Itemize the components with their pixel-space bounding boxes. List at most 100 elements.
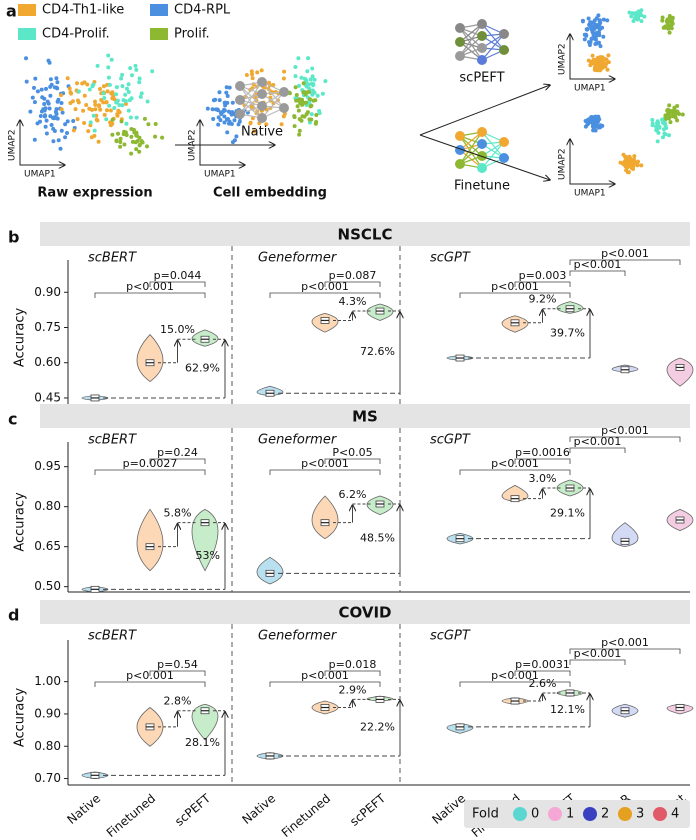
umap-point: [292, 115, 297, 120]
row-title: COVID: [339, 604, 392, 622]
umap-point: [626, 163, 630, 168]
umap-point: [24, 56, 28, 61]
umap-point: [140, 140, 145, 145]
umap-point: [105, 89, 110, 94]
comparison-bracket: [269, 292, 381, 298]
legend-label: CD4-RPL: [174, 3, 231, 18]
umap-point: [297, 83, 301, 88]
network-node: [499, 45, 509, 55]
umap-point: [250, 76, 255, 81]
umap-point: [634, 161, 639, 166]
umap-point: [49, 82, 54, 87]
gain-label: 12.1%: [550, 703, 585, 716]
umap-point: [134, 67, 139, 72]
y-axis-label: Accuracy: [13, 688, 28, 748]
comparison-bracket: [269, 681, 381, 687]
umap-point: [82, 93, 87, 98]
umap-caption: Cell embedding: [213, 186, 327, 201]
umap-point: [224, 90, 229, 95]
umap-point: [300, 114, 305, 119]
umap-point: [605, 67, 610, 72]
umap-point: [309, 103, 314, 108]
umap-point: [665, 108, 670, 113]
umap-caption: Raw expression: [37, 186, 152, 201]
umap-point: [675, 109, 680, 114]
umap-y-label: UMAP2: [8, 129, 18, 161]
umap-point: [32, 85, 36, 90]
umap-point: [264, 122, 269, 127]
umap-point: [601, 34, 606, 39]
network-edge: [481, 131, 505, 159]
umap-point: [40, 95, 45, 100]
comparison-bracket: [514, 670, 571, 676]
umap-point: [65, 76, 70, 81]
fold-label: 3: [636, 807, 644, 822]
umap-point: [54, 107, 59, 112]
umap-point: [593, 115, 598, 120]
fold-swatch: [548, 807, 562, 821]
network-node: [455, 51, 465, 61]
umap-point: [221, 109, 225, 114]
umap-point: [69, 91, 74, 96]
umap-point: [639, 8, 644, 13]
umap-point: [98, 87, 102, 91]
umap-point: [119, 76, 124, 81]
umap-point: [590, 20, 595, 25]
umap-point: [51, 115, 55, 120]
umap-point: [71, 128, 76, 133]
violin: [191, 703, 219, 741]
umap-point: [85, 82, 90, 87]
umap-point: [211, 117, 216, 121]
umap-point: [93, 99, 97, 104]
umap-point: [304, 100, 308, 105]
umap-point: [587, 43, 592, 47]
umap-point: [127, 98, 132, 103]
umap-point: [102, 96, 107, 100]
fold-legend-box: [464, 800, 690, 828]
umap-point: [225, 130, 230, 135]
umap-point: [44, 118, 49, 123]
umap-point: [310, 91, 315, 96]
umap-point: [54, 76, 59, 81]
umap-axis: [20, 120, 65, 165]
umap-point: [228, 110, 233, 115]
umap-point: [59, 107, 64, 112]
umap-point: [589, 36, 594, 41]
umap-point: [47, 106, 52, 111]
model-name: scGPT: [430, 629, 471, 644]
umap-point: [314, 113, 319, 117]
y-axis-label: Accuracy: [13, 492, 28, 552]
umap-point: [601, 17, 606, 22]
umap-point: [293, 85, 298, 90]
umap-point: [88, 123, 93, 128]
umap-point: [54, 85, 59, 90]
umap-point: [230, 100, 235, 105]
umap-point: [55, 99, 60, 104]
umap-point: [89, 135, 94, 140]
model-name: scBERT: [88, 433, 137, 448]
umap-point: [295, 104, 300, 109]
umap-point: [110, 117, 115, 122]
y-tick-label: 0.80: [34, 739, 61, 753]
umap-point: [109, 57, 114, 62]
comparison-bracket: [459, 469, 571, 475]
umap-point: [49, 123, 54, 127]
umap-point: [114, 139, 119, 144]
row-title: MS: [352, 408, 378, 426]
umap-point: [114, 100, 119, 105]
fold-swatch: [583, 807, 597, 821]
umap-point: [71, 119, 76, 123]
umap-point: [594, 41, 599, 46]
umap-x-label: UMAP1: [574, 189, 606, 199]
umap-point: [670, 16, 675, 21]
umap-point: [91, 82, 96, 87]
fold-label: 2: [601, 807, 609, 822]
umap-point: [82, 121, 87, 125]
comparison-bracket: [569, 436, 681, 442]
umap-point: [126, 108, 131, 113]
panel-label: c: [8, 410, 17, 429]
gain-label: 6.2%: [339, 488, 367, 501]
umap-point: [586, 121, 591, 126]
umap-point: [660, 18, 665, 23]
network-edge: [261, 81, 285, 109]
